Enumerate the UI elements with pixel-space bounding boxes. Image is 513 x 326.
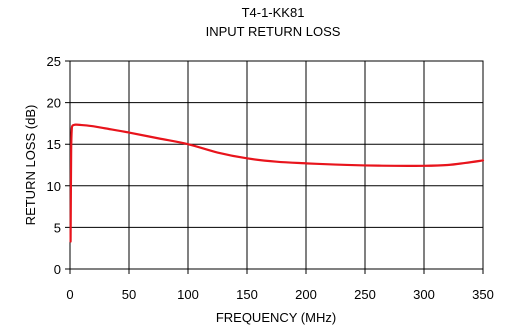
chart-title: T4-1-KK81 <box>242 5 305 20</box>
grid-lines <box>65 60 484 274</box>
x-axis-label: FREQUENCY (MHz) <box>216 310 336 325</box>
y-tick-label-2: 10 <box>47 179 61 194</box>
y-tick-labels: 0 5 10 15 20 25 <box>47 54 61 277</box>
chart-subtitle: INPUT RETURN LOSS <box>206 24 341 39</box>
x-tick-label-3: 150 <box>236 287 258 302</box>
x-tick-label-1: 50 <box>122 287 136 302</box>
series-line <box>69 123 485 243</box>
y-tick-label-3: 15 <box>47 137 61 152</box>
x-tick-label-0: 0 <box>66 287 73 302</box>
x-tick-label-4: 200 <box>295 287 317 302</box>
y-tick-label-5: 25 <box>47 54 61 69</box>
x-tick-label-6: 300 <box>413 287 435 302</box>
x-tick-label-7: 350 <box>472 287 494 302</box>
y-axis-label: RETURN LOSS (dB) <box>23 105 38 226</box>
x-tick-label-2: 100 <box>177 287 199 302</box>
y-tick-label-4: 20 <box>47 96 61 111</box>
y-tick-label-0: 0 <box>54 262 61 277</box>
x-tick-label-5: 250 <box>354 287 376 302</box>
x-tick-labels: 0 50 100 150 200 250 300 350 <box>66 287 493 302</box>
y-tick-label-1: 5 <box>54 220 61 235</box>
